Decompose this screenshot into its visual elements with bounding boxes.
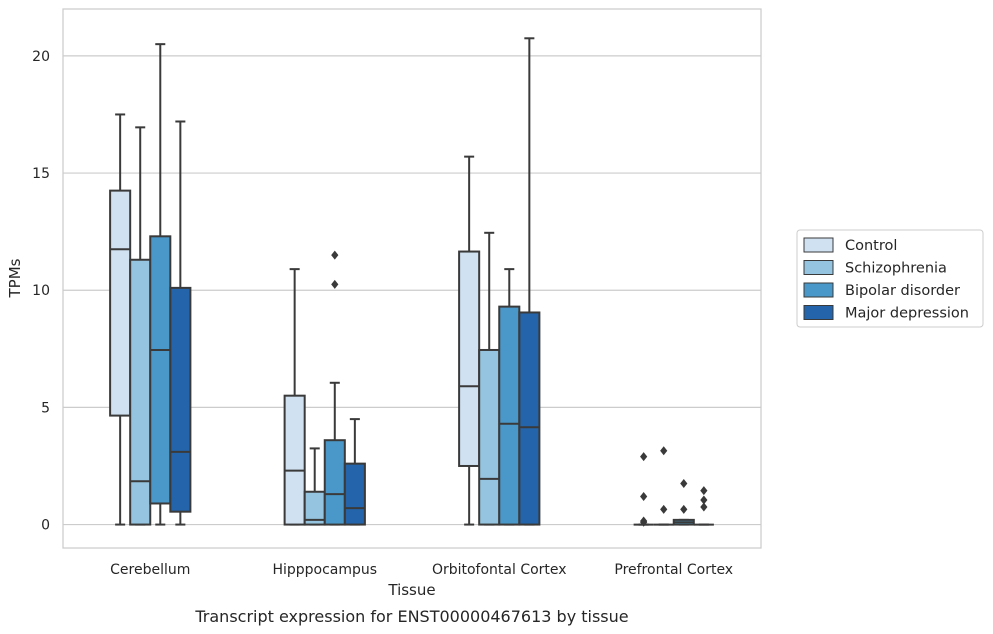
legend-label-3: Major depression [845, 306, 969, 322]
y-tick-label-0: 0 [41, 518, 50, 534]
box-0-1 [283, 268, 306, 526]
x-axis-label: Tissue [387, 581, 435, 599]
box-1-1 [303, 447, 326, 526]
box-2-3 [672, 479, 695, 526]
box-2-2 [498, 268, 521, 526]
box-iqr [169, 286, 192, 513]
x-tick-label-2: Orbitofontal Cortex [432, 562, 567, 578]
box-iqr [149, 235, 172, 505]
y-tick-label-1: 5 [41, 400, 50, 416]
outlier-point-1 [640, 491, 648, 501]
box-series [109, 37, 714, 527]
box-3-3 [693, 486, 714, 526]
series-1 [129, 126, 674, 526]
x-axis-ticks: Cerebellum Hipppocampus Orbitofontal Corte… [110, 562, 733, 578]
box-1-2 [478, 231, 501, 526]
legend-label-1: Schizophrenia [845, 261, 947, 277]
outlier-point-3 [640, 517, 648, 527]
outlier-point-2 [700, 502, 708, 512]
box-iqr [518, 311, 541, 526]
outlier-point-0 [640, 452, 648, 462]
box-iqr [109, 189, 132, 417]
box-iqr [343, 462, 366, 526]
x-tick-label-0: Cerebellum [110, 562, 190, 578]
outlier-point-0 [331, 250, 339, 260]
legend-swatch-1 [803, 260, 834, 275]
legend-swatch-0 [803, 237, 834, 253]
x-tick-label-3: Prefrontal Cortex [614, 562, 733, 578]
box-0-3 [633, 452, 654, 527]
outlier-point-1 [700, 495, 708, 505]
box-iqr [458, 250, 481, 467]
box-1-3 [653, 446, 674, 526]
box-3-2 [518, 37, 541, 526]
y-axis-label: TPMs [6, 258, 24, 298]
chart-caption: Transcript expression for ENST0000046761… [194, 607, 628, 626]
box-iqr [498, 305, 521, 526]
box-0-0 [109, 113, 132, 526]
x-tick-label-1: Hipppocampus [272, 562, 377, 578]
outlier-point-0 [660, 446, 668, 456]
legend-items: Control Schizophrenia Bipolar disorder Majo… [803, 237, 969, 322]
series-0 [109, 113, 654, 527]
legend-label-2: Bipolar disorder [845, 283, 960, 299]
y-tick-label-2: 10 [32, 283, 50, 299]
series-3 [169, 37, 714, 526]
outlier-point-0 [700, 486, 708, 496]
legend-swatch-2 [803, 282, 834, 298]
outlier-point-1 [660, 504, 668, 514]
box-iqr [283, 394, 306, 526]
box-iqr [478, 348, 501, 526]
legend: Control Schizophrenia Bipolar disorder Majo… [796, 229, 984, 328]
legend-swatch-3 [803, 305, 834, 320]
outlier-point-1 [680, 504, 688, 514]
legend-label-0: Control [845, 238, 897, 254]
y-axis-ticks: 0 5 10 15 20 [32, 49, 50, 534]
outlier-point-1 [331, 279, 339, 289]
legend-frame [796, 229, 984, 328]
box-iqr [129, 258, 152, 526]
y-tick-label-3: 15 [32, 166, 50, 182]
y-tick-label-4: 20 [32, 49, 50, 65]
series-2 [149, 43, 695, 526]
box-3-0 [169, 120, 192, 526]
outlier-point-0 [680, 479, 688, 489]
box-3-1 [343, 418, 366, 526]
box-iqr [323, 439, 346, 526]
